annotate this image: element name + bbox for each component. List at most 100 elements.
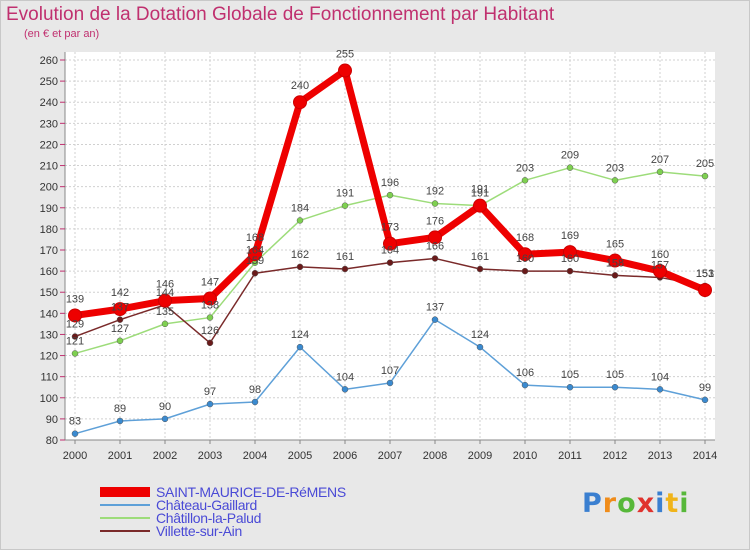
y-tick-label: 240: [40, 97, 58, 109]
y-tick-label: 220: [40, 139, 58, 151]
data-point: [611, 272, 619, 279]
data-point: [251, 398, 259, 406]
chart-subtitle: (en € et par an): [24, 28, 100, 40]
data-label: 137: [426, 302, 444, 314]
y-tick-label: 130: [40, 329, 58, 341]
y-tick-label: 230: [40, 118, 58, 130]
data-point: [116, 337, 124, 345]
data-point: [251, 269, 259, 277]
data-point: [206, 400, 214, 408]
y-tick-label: 170: [40, 245, 58, 257]
data-point: [521, 177, 529, 184]
data-point: [476, 265, 484, 273]
data-label: 129: [66, 319, 84, 331]
data-label: 164: [246, 245, 264, 257]
data-point: [611, 383, 619, 391]
data-label: 209: [561, 150, 579, 162]
data-point: [296, 217, 304, 224]
data-label: 255: [336, 49, 354, 61]
data-point: [431, 316, 439, 323]
data-label: 104: [336, 371, 354, 383]
legend-label: Villette-sur-Ain: [156, 523, 242, 539]
x-tick-label: 2011: [558, 450, 582, 462]
data-label: 147: [201, 277, 219, 289]
data-label: 203: [606, 162, 624, 174]
data-point: [203, 291, 217, 306]
data-label: 105: [561, 369, 579, 381]
y-tick-label: 160: [40, 266, 58, 278]
data-label: 176: [426, 215, 444, 227]
logo-letter: i: [655, 488, 666, 519]
logo-letter: o: [617, 488, 637, 519]
data-point: [113, 302, 127, 317]
y-tick-label: 80: [46, 435, 58, 447]
y-tick-label: 110: [40, 372, 58, 384]
data-label: 151: [696, 268, 714, 280]
data-point: [71, 350, 79, 357]
x-tick-label: 2004: [243, 450, 267, 462]
legend-swatch: [100, 487, 150, 497]
data-label: 205: [696, 158, 714, 170]
data-label: 124: [471, 329, 489, 341]
data-label: 126: [201, 325, 219, 337]
data-point: [518, 247, 532, 262]
data-point: [566, 267, 574, 275]
data-point: [341, 386, 349, 393]
data-point: [566, 383, 574, 391]
data-label: 127: [111, 323, 129, 335]
data-point: [296, 343, 304, 351]
data-point: [338, 63, 352, 78]
data-label: 169: [561, 230, 579, 242]
x-tick-label: 2007: [378, 450, 402, 462]
data-point: [206, 339, 214, 347]
data-label: 159: [246, 255, 264, 267]
data-label: 107: [381, 365, 399, 377]
data-label: 160: [561, 253, 579, 265]
data-label: 162: [291, 249, 309, 261]
data-point: [161, 415, 169, 423]
x-tick-label: 2001: [108, 450, 132, 462]
data-point: [521, 267, 529, 275]
x-tick-label: 2013: [648, 450, 672, 462]
data-point: [473, 198, 487, 213]
legend-swatch: [100, 530, 150, 532]
logo-letter: r: [602, 488, 618, 519]
data-point: [611, 177, 619, 184]
data-label: 158: [606, 257, 624, 269]
data-point: [656, 386, 664, 393]
logo-letter: P: [582, 488, 603, 519]
x-tick-label: 2008: [423, 450, 447, 462]
data-point: [296, 263, 304, 271]
data-point: [341, 265, 349, 273]
data-label: 191: [336, 188, 354, 200]
data-point: [701, 396, 709, 404]
data-label: 173: [381, 222, 399, 234]
data-label: 168: [516, 232, 534, 244]
x-tick-label: 2003: [198, 450, 222, 462]
logo-letter: i: [679, 488, 690, 519]
legend-label: Château-Gaillard: [156, 497, 258, 513]
data-label: 97: [204, 386, 216, 398]
data-label: 142: [111, 287, 129, 299]
data-point: [71, 333, 79, 340]
data-label: 191: [471, 184, 489, 196]
legend-label: Châtillon-la-Palud: [156, 510, 262, 526]
legend-swatch: [100, 517, 150, 519]
data-point: [386, 259, 394, 266]
data-label: 104: [651, 371, 669, 383]
data-label: 137: [111, 302, 129, 314]
x-tick-label: 2010: [513, 450, 537, 462]
data-label: 164: [381, 245, 399, 257]
data-point: [431, 255, 439, 262]
y-tick-label: 90: [46, 414, 58, 426]
y-tick-label: 140: [40, 308, 58, 320]
x-tick-label: 2005: [288, 450, 312, 462]
data-point: [656, 168, 664, 176]
data-label: 138: [201, 300, 219, 312]
x-tick-label: 2000: [63, 450, 87, 462]
data-label: 240: [291, 80, 309, 92]
data-point: [476, 343, 484, 351]
y-tick-label: 250: [40, 76, 58, 88]
data-point: [116, 316, 124, 323]
